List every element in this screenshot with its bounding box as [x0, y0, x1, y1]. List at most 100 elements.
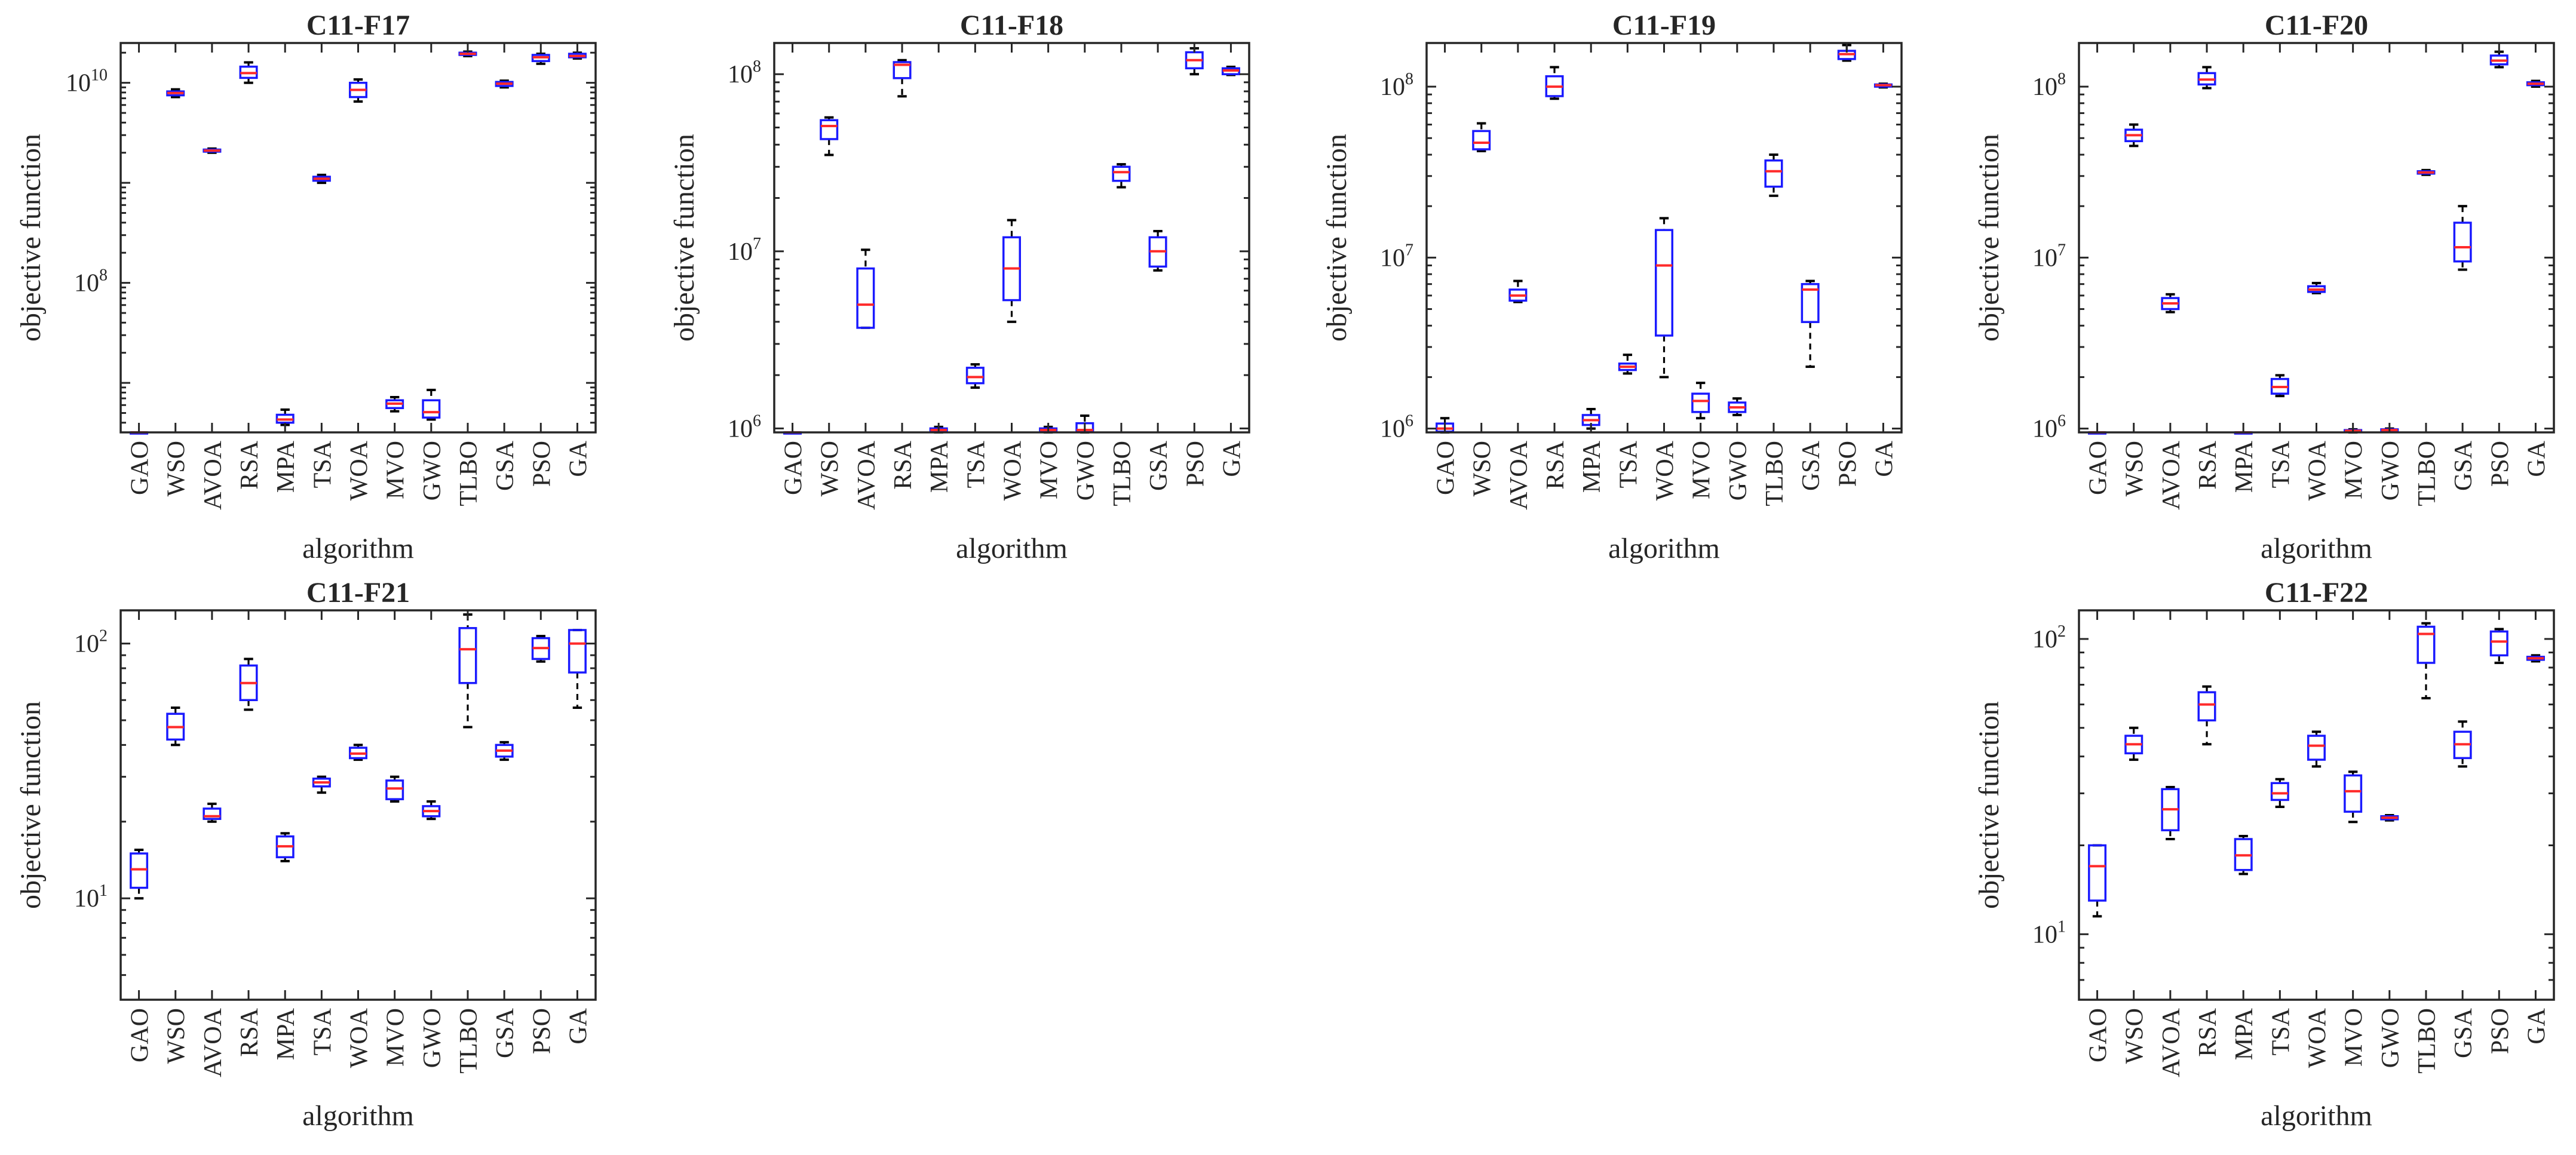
x-tick-label: TLBO [1109, 441, 1136, 506]
x-tick-label: AVOA [2158, 1007, 2185, 1077]
y-tick-exponent: 2 [99, 627, 108, 646]
y-tick-label: 102 [2032, 622, 2066, 653]
box-woa [348, 744, 368, 761]
box-avoa [2161, 785, 2180, 841]
box-tsa [312, 775, 331, 794]
iqr-box [1112, 165, 1131, 182]
x-axis-label: algorithm [1608, 533, 1720, 564]
x-tick-label: WOA [346, 1007, 373, 1068]
x-tick-label: PSO [528, 1008, 556, 1054]
y-tick-exponent: 8 [99, 266, 108, 285]
x-tick-label: RSA [236, 1007, 263, 1056]
box-woa [2307, 730, 2326, 768]
iqr-box [2307, 735, 2326, 761]
box-ga [1221, 65, 1240, 76]
box-gsa [2453, 205, 2472, 271]
x-tick-label: PSO [2486, 441, 2514, 487]
x-tick-label: WOA [999, 440, 1027, 500]
box-tsa [1618, 354, 1637, 375]
y-tick-label: 102 [74, 627, 108, 658]
box-pso [2489, 628, 2508, 664]
box-ga [2526, 79, 2545, 88]
box-mvo [1691, 382, 1710, 420]
plot-frame [2078, 609, 2555, 1001]
x-tick-label: GA [1218, 440, 1246, 477]
plot-frame [1425, 42, 1903, 434]
x-tick-label: MVO [382, 1008, 410, 1067]
plot-frame [2078, 42, 2555, 434]
box-wso [1472, 122, 1491, 152]
x-tick-label: WSO [163, 1008, 191, 1064]
y-tick-label: 108 [728, 57, 761, 88]
x-tick-label: GAO [127, 1008, 154, 1062]
x-tick-label: TLBO [455, 441, 483, 506]
box-tlbo [2416, 168, 2436, 176]
x-tick-label: MPA [1578, 440, 1606, 493]
x-tick-label: GAO [127, 441, 154, 495]
box-rsa [2197, 685, 2216, 746]
x-tick-label: MPA [272, 440, 300, 493]
box-gwo [422, 800, 441, 821]
iqr-box [2270, 782, 2289, 801]
x-tick-label: GSA [2450, 440, 2477, 491]
iqr-box [1472, 130, 1491, 150]
box-tlbo [2416, 622, 2436, 700]
iqr-box [1654, 229, 1674, 337]
y-tick-base: 10 [1380, 73, 1405, 101]
box-gsa [2453, 720, 2472, 768]
iqr-box [568, 629, 587, 674]
y-tick-exponent: 10 [91, 66, 108, 85]
x-tick-label: TSA [309, 440, 336, 488]
y-tick-label: 1010 [66, 66, 108, 97]
iqr-box [1764, 159, 1783, 188]
iqr-box [1691, 392, 1710, 413]
box-gsa [495, 79, 514, 89]
iqr-box [203, 807, 222, 820]
x-tick-label: AVOA [200, 1007, 227, 1077]
x-tick-label: GA [2523, 440, 2550, 477]
x-tick-label: TLBO [2414, 441, 2441, 506]
x-axis-label: algorithm [2261, 1100, 2372, 1132]
box-avoa [1508, 279, 1528, 303]
x-tick-label: TSA [309, 1007, 336, 1055]
x-tick-label: MVO [1036, 441, 1063, 499]
y-tick-base: 10 [2032, 921, 2057, 948]
x-tick-label: AVOA [853, 440, 881, 510]
x-tick-label: WSO [2121, 1008, 2149, 1064]
y-axis-label: objective function [668, 134, 700, 342]
iqr-box [458, 626, 477, 684]
box-rsa [1545, 66, 1564, 100]
x-axis-label: algorithm [2261, 533, 2372, 564]
box-tlbo [458, 50, 477, 57]
x-tick-label: GAO [1433, 441, 1460, 495]
y-tick-exponent: 1 [2057, 917, 2066, 936]
box-pso [531, 53, 550, 65]
x-tick-label: TLBO [455, 1008, 483, 1074]
iqr-box [856, 267, 875, 329]
x-tick-label: GA [2523, 1007, 2550, 1044]
y-tick-exponent: 6 [2057, 412, 2066, 431]
x-tick-label: RSA [236, 440, 263, 489]
y-tick-label: 107 [1380, 241, 1413, 272]
y-tick-base: 10 [2032, 73, 2057, 101]
box-tsa [2270, 778, 2289, 809]
x-tick-label: TSA [1615, 440, 1642, 488]
x-tick-label: MVO [2341, 441, 2368, 499]
x-tick-label: WSO [2121, 441, 2149, 496]
chart-title: C11-F20 [2265, 10, 2368, 41]
y-tick-label: 108 [74, 266, 108, 297]
y-tick-label: 106 [1380, 412, 1413, 443]
x-tick-label: GWO [2377, 1008, 2405, 1068]
box-mvo [385, 775, 404, 803]
box-avoa [856, 248, 875, 329]
box-mvo [2344, 770, 2363, 824]
x-tick-label: MPA [2231, 440, 2258, 493]
y-tick-exponent: 8 [1405, 70, 1413, 88]
box-tlbo [1764, 153, 1783, 197]
x-tick-label: GAO [2085, 441, 2112, 495]
box-tlbo [1112, 163, 1131, 189]
y-tick-label: 101 [2032, 917, 2066, 948]
